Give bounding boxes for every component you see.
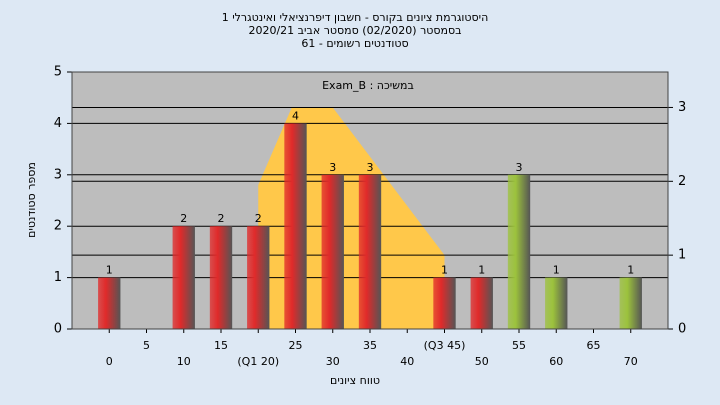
bar [470, 277, 493, 329]
bar [98, 277, 121, 329]
y2-tick-label: 0 [678, 322, 686, 337]
y-axis-label: מספר סטודנטים [25, 162, 38, 238]
x-tick-label: 35 [363, 339, 377, 352]
bar [209, 226, 233, 329]
y-tick-label: 5 [54, 65, 62, 80]
x-tick-label: (Q1 20) [237, 355, 279, 368]
x-axis-label: טווח ציונים [330, 374, 380, 387]
chart-subtitle: סטודנטים רשומים - 61 [301, 37, 408, 50]
x-tick-label: 40 [400, 355, 414, 368]
x-tick-label: 0 [106, 355, 113, 368]
x-tick-label: 10 [177, 355, 191, 368]
bar [433, 277, 456, 329]
y-tick-label: 0 [54, 322, 62, 337]
data-label: 3 [329, 161, 336, 174]
data-label: 1 [553, 264, 560, 277]
data-label: 2 [218, 212, 225, 225]
data-label: 1 [106, 264, 113, 277]
bar [545, 277, 568, 329]
data-label: 2 [255, 212, 262, 225]
x-tick-label: 5 [143, 339, 150, 352]
bar [619, 277, 642, 329]
data-label: 2 [180, 212, 187, 225]
plot-border [71, 71, 669, 330]
x-tick-label: (Q3 45) [424, 339, 466, 352]
x-tick-label: 70 [624, 355, 638, 368]
y-tick-label: 1 [54, 270, 62, 285]
y-tick-label: 2 [54, 219, 62, 234]
x-tick-label: 65 [587, 339, 601, 352]
x-tick-label: 55 [512, 339, 526, 352]
data-label: 4 [292, 109, 299, 122]
data-label: 1 [441, 264, 448, 277]
x-tick-label: 15 [214, 339, 228, 352]
data-label: 3 [516, 161, 523, 174]
x-tick-label: 30 [326, 355, 340, 368]
bar [358, 174, 382, 329]
y2-tick-label: 1 [678, 248, 686, 263]
bar [247, 226, 270, 329]
data-label: 1 [478, 264, 485, 277]
y2-tick-label: 2 [678, 174, 686, 189]
x-tick-label: 25 [289, 339, 303, 352]
data-label: 3 [367, 161, 374, 174]
annotation: Exam_B : במשיכה [322, 79, 414, 92]
chart-subtitle: בסמסטר (02/2020) סמסטר אביב 2020/21 [248, 24, 461, 37]
y-tick-label: 4 [54, 116, 62, 131]
y2-tick-label: 3 [678, 100, 686, 115]
bar [321, 174, 344, 329]
bar [507, 174, 531, 329]
bar [284, 123, 307, 330]
data-label: 1 [627, 264, 634, 277]
y-tick-label: 3 [54, 167, 62, 182]
bar [172, 226, 195, 329]
x-tick-label: 50 [475, 355, 489, 368]
chart-title: היסטוגרמת ציונים בקורס - חשבון דיפרנציאל… [222, 11, 489, 24]
x-tick-label: 60 [549, 355, 563, 368]
